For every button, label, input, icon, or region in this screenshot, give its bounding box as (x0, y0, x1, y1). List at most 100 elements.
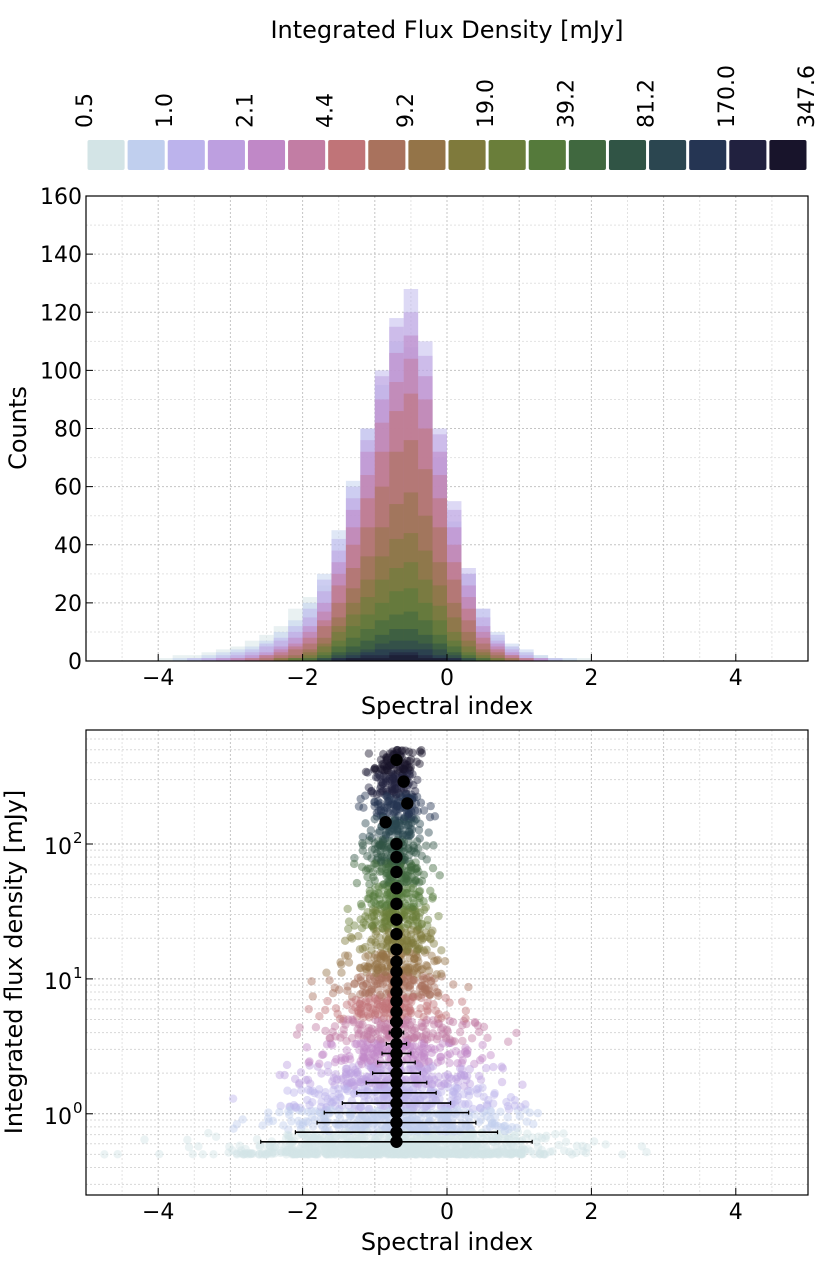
scatter-point (470, 1140, 479, 1150)
scatter-point (413, 945, 422, 955)
scatter-point (393, 826, 402, 836)
scatter-y-tick-exponent: 0 (73, 1099, 83, 1117)
scatter-point (372, 849, 381, 858)
scatter-point (383, 797, 392, 806)
scatter-point (354, 1020, 363, 1029)
scatter-point (330, 1080, 339, 1090)
scatter-point (304, 1058, 313, 1067)
scatter-point (325, 1150, 335, 1159)
scatter-point (399, 814, 408, 823)
scatter-point (390, 822, 400, 831)
scatter-point (345, 1055, 355, 1064)
scatter-point (377, 1143, 387, 1153)
scatter-point (462, 1150, 471, 1159)
scatter-point (518, 1080, 527, 1089)
scatter-point (381, 859, 390, 869)
scatter-point (364, 1027, 373, 1036)
scatter-point (404, 820, 413, 829)
scatter-point (380, 1101, 389, 1111)
scatter-point (405, 827, 414, 837)
scatter-point (416, 1073, 425, 1083)
scatter-point (395, 804, 405, 814)
scatter-point (424, 1057, 433, 1067)
scatter-point (401, 870, 410, 880)
scatter-point (354, 802, 364, 811)
scatter-point (382, 845, 391, 855)
scatter-point (406, 1132, 416, 1142)
scatter-point (460, 1081, 469, 1091)
scatter-point (429, 1146, 439, 1155)
scatter-point (328, 1077, 337, 1086)
histogram-y-tick-label: 80 (54, 418, 82, 443)
scatter-point (360, 1053, 369, 1062)
scatter-point (355, 1112, 364, 1121)
scatter-point (409, 1146, 418, 1156)
scatter-point (298, 1106, 307, 1116)
scatter-point (418, 934, 428, 943)
scatter-point (381, 772, 391, 781)
scatter-point (260, 1150, 270, 1159)
scatter-point (371, 883, 380, 892)
scatter-point (415, 898, 424, 907)
scatter-point (462, 1140, 472, 1150)
scatter-point (419, 1012, 428, 1022)
scatter-point (367, 787, 376, 796)
scatter-point (360, 1148, 370, 1158)
scatter-point (387, 1150, 396, 1159)
scatter-point (458, 1100, 467, 1109)
scatter-point (480, 1106, 489, 1116)
scatter-point (414, 887, 424, 896)
scatter-point (314, 1090, 323, 1099)
scatter-point (401, 1122, 410, 1131)
scatter-point (461, 1006, 471, 1015)
scatter-point (359, 1009, 368, 1018)
scatter-point (401, 790, 410, 800)
scatter-point (545, 1147, 555, 1157)
scatter-point (333, 1009, 342, 1019)
scatter-point (413, 1144, 422, 1153)
scatter-point (367, 1150, 376, 1159)
scatter-point (427, 1146, 436, 1155)
scatter-point (360, 1084, 369, 1093)
scatter-point (382, 755, 392, 764)
scatter-point (382, 1094, 392, 1104)
scatter-point (431, 1138, 441, 1148)
scatter-point (284, 1125, 293, 1134)
scatter-point (416, 798, 426, 807)
scatter-point (308, 1132, 317, 1142)
scatter-point (408, 1111, 417, 1121)
scatter-point (293, 1149, 302, 1158)
scatter-point (410, 990, 419, 999)
scatter-point (479, 1092, 488, 1101)
scatter-point (308, 992, 317, 1001)
scatter-point (459, 1016, 468, 1026)
scatter-point (400, 1132, 410, 1141)
scatter-point (389, 774, 398, 784)
scatter-point (372, 940, 381, 950)
scatter-point (264, 1117, 274, 1126)
scatter-point (294, 1149, 303, 1158)
scatter-point (485, 1122, 495, 1132)
scatter-point (417, 920, 426, 929)
colorbar-swatch (649, 140, 687, 170)
scatter-point (404, 942, 413, 952)
scatter-point (289, 1150, 299, 1159)
scatter-point (370, 1146, 379, 1155)
scatter-point (411, 1145, 420, 1154)
scatter-point (362, 1114, 372, 1124)
scatter-point (383, 967, 392, 976)
scatter-point (373, 1132, 383, 1141)
scatter-point (293, 1149, 302, 1159)
scatter-point (311, 1131, 320, 1140)
scatter-point (542, 1131, 551, 1141)
scatter-point (236, 1149, 245, 1158)
scatter-point (381, 774, 391, 783)
scatter-point (451, 1124, 460, 1134)
histogram-bar (418, 658, 433, 661)
scatter-point (359, 1013, 368, 1022)
scatter-point (499, 1122, 509, 1131)
scatter-point (358, 1147, 367, 1157)
scatter-point (390, 807, 399, 817)
scatter-point (344, 1122, 354, 1132)
